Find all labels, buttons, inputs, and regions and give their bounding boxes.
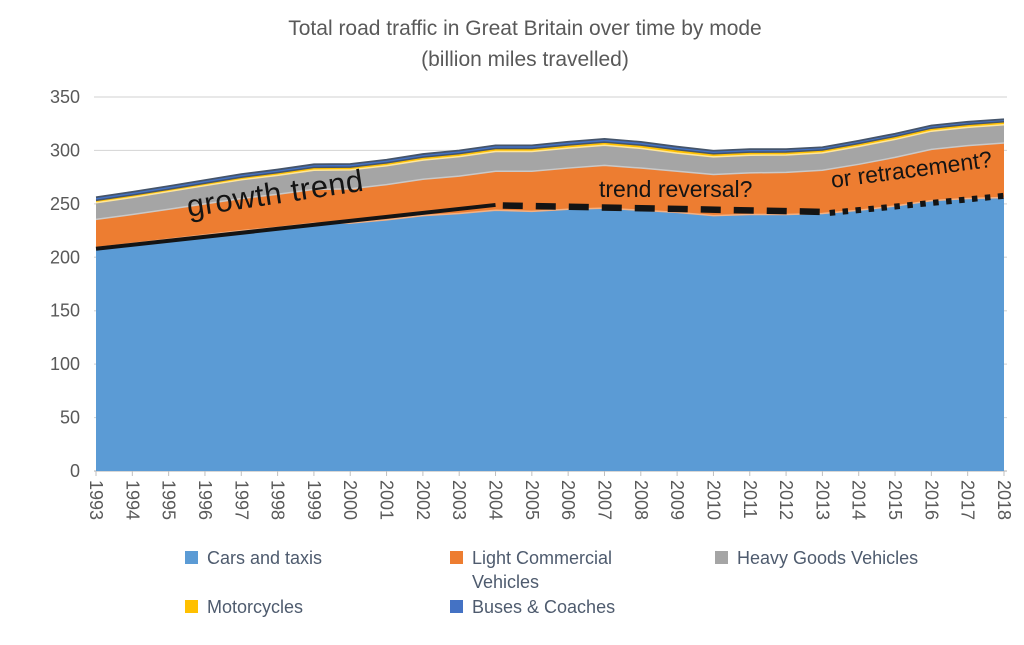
x-axis-label: 2016 — [921, 480, 941, 520]
legend-item-lcv: Light Commercial Vehicles — [450, 546, 635, 594]
x-axis-label: 1994 — [122, 480, 142, 520]
chart-title-line2: (billion miles travelled) — [421, 48, 629, 71]
legend-swatch-lcv — [450, 551, 463, 564]
x-axis-label: 2004 — [486, 480, 506, 520]
annotation-trend-reversal: trend reversal? — [599, 176, 753, 202]
legend-swatch-cars — [185, 551, 198, 564]
series-edge — [95, 124, 1005, 204]
legend-swatch-hgv — [715, 551, 728, 564]
x-axis-label: 2003 — [449, 480, 469, 520]
series-edge — [95, 196, 1005, 249]
legend-swatch-motorcycles — [185, 600, 198, 613]
x-axis-label: 1998 — [268, 480, 288, 520]
x-axis-label: 1995 — [159, 480, 179, 520]
y-axis-label: 200 — [50, 247, 80, 267]
y-axis-label: 150 — [50, 301, 80, 321]
y-axis-label: 250 — [50, 194, 80, 214]
x-axis-label: 2017 — [958, 480, 978, 520]
y-axis-label: 350 — [50, 87, 80, 107]
x-axis-label: 2013 — [812, 480, 832, 520]
x-axis-label: 2014 — [849, 480, 869, 520]
series-edge — [95, 142, 1005, 221]
legend-item-buses: Buses & Coaches — [450, 595, 615, 619]
x-axis-label: 2012 — [776, 480, 796, 520]
legend-item-motorcycles: Motorcycles — [185, 595, 303, 619]
trend-line-dashed — [502, 202, 823, 216]
legend-label-lcv: Light Commercial Vehicles — [472, 548, 613, 592]
legend-label-hgv: Heavy Goods Vehicles — [737, 548, 919, 568]
x-axis-label: 1996 — [195, 480, 215, 520]
chart-title: Total road traffic in Great Britain over… — [20, 13, 1024, 75]
x-axis-label: 2002 — [413, 480, 433, 520]
x-axis-label: 2011 — [740, 480, 760, 519]
x-axis-label: 2001 — [377, 480, 397, 520]
trend-line-solid — [95, 202, 496, 251]
x-axis-label: 2007 — [594, 480, 614, 520]
legend-label-motorcycles: Motorcycles — [207, 597, 304, 617]
x-axis-label: 2000 — [340, 480, 360, 520]
x-axis-label: 2005 — [522, 480, 542, 520]
legend-item-cars: Cars and taxis — [185, 546, 322, 570]
trend-line-dotted — [829, 192, 1005, 216]
y-axis-label: 100 — [50, 354, 80, 374]
x-axis-label: 1993 — [86, 480, 106, 520]
total-top-edge — [95, 118, 1005, 199]
x-axis-label: 2008 — [631, 480, 651, 520]
legend-label-buses: Buses & Coaches — [472, 597, 616, 617]
y-axis-label: 50 — [60, 408, 80, 428]
x-axis-label: 2006 — [558, 480, 578, 520]
area-light-commercial-vehicles — [96, 142, 1004, 248]
legend-swatch-buses — [450, 600, 463, 613]
x-axis-label: 1999 — [304, 480, 324, 520]
x-axis-label: 2009 — [667, 480, 687, 520]
area-cars-and-taxis — [96, 197, 1004, 471]
series-edge — [95, 121, 1005, 202]
y-axis-label: 300 — [50, 140, 80, 160]
x-axis-label: 2015 — [885, 480, 905, 520]
x-axis-label: 2018 — [994, 480, 1014, 520]
x-axis-label: 1997 — [231, 480, 251, 520]
legend-label-cars: Cars and taxis — [207, 548, 323, 568]
y-axis-label: 0 — [70, 461, 80, 481]
x-axis-label: 2010 — [703, 480, 723, 520]
chart-title-line1: Total road traffic in Great Britain over… — [288, 17, 762, 40]
legend-item-hgv: Heavy Goods Vehicles — [715, 546, 918, 570]
